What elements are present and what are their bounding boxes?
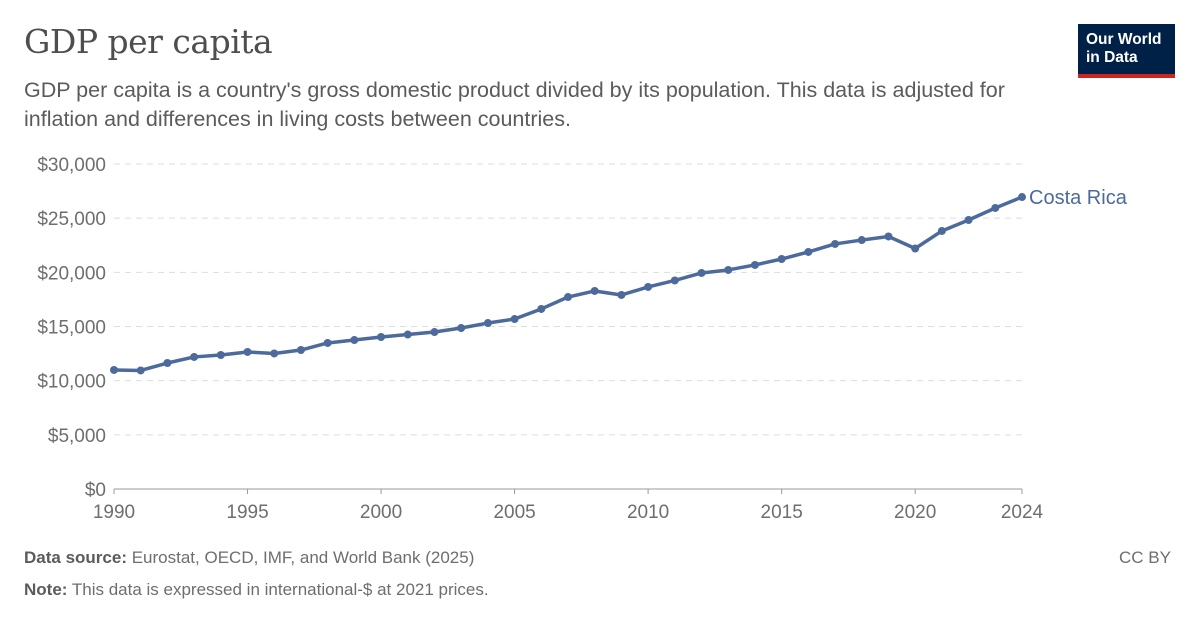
data-source: Data source: Eurostat, OECD, IMF, and Wo…	[24, 548, 474, 568]
x-tick-label: 2005	[493, 502, 535, 523]
data-point	[937, 226, 946, 235]
data-point	[777, 255, 786, 264]
data-point	[1018, 193, 1026, 202]
data-point	[323, 338, 332, 347]
data-point	[911, 244, 920, 253]
data-point	[457, 324, 466, 333]
data-point	[724, 265, 733, 274]
y-tick-label: $20,000	[37, 263, 106, 284]
note-text: This data is expressed in international-…	[71, 580, 489, 599]
data-point	[216, 350, 225, 359]
license[interactable]: CC BY	[1119, 548, 1171, 567]
y-tick-label: $25,000	[37, 209, 106, 230]
data-point	[991, 203, 1000, 212]
data-point	[670, 276, 679, 285]
chart-subtitle: GDP per capita is a country's gross dome…	[24, 78, 1005, 131]
note: Note: This data is expressed in internat…	[24, 580, 489, 600]
data-point	[270, 349, 279, 358]
data-point	[590, 286, 599, 295]
source-text[interactable]: Eurostat, OECD, IMF, and World Bank (202…	[131, 548, 475, 567]
data-point	[136, 366, 145, 375]
source-label: Data source:	[24, 548, 127, 567]
data-point	[884, 232, 893, 241]
y-tick-label: $5,000	[48, 426, 106, 447]
data-point	[537, 304, 546, 313]
logo-accent-bar	[1078, 74, 1175, 78]
data-point	[190, 352, 199, 361]
x-tick-label: 2010	[627, 502, 669, 523]
x-tick-label: 1995	[226, 502, 268, 523]
page-title: GDP per capita	[24, 22, 273, 61]
y-tick-label: $0	[85, 480, 106, 501]
data-point	[403, 330, 412, 339]
series-line-costa-rica	[113, 195, 1023, 373]
data-point	[377, 333, 386, 342]
data-point	[831, 239, 840, 248]
note-label: Note:	[24, 580, 68, 599]
data-point	[350, 336, 359, 345]
x-tick-label: 2000	[360, 502, 402, 523]
data-point	[750, 260, 759, 269]
data-point	[564, 293, 572, 302]
data-point	[163, 359, 172, 368]
y-tick-label: $10,000	[37, 372, 106, 393]
data-point	[430, 328, 439, 337]
data-point	[483, 319, 492, 328]
x-tick-label: 2015	[761, 502, 803, 523]
data-point	[964, 216, 973, 225]
data-point	[243, 347, 252, 356]
data-point	[510, 315, 519, 324]
series-label: Costa Rica	[1029, 187, 1128, 209]
data-point	[296, 346, 305, 355]
data-point	[804, 247, 813, 256]
y-tick-label: $15,000	[37, 318, 106, 339]
x-tick-label: 1990	[93, 502, 135, 523]
x-tick-label: 2024	[1001, 502, 1044, 523]
data-point	[857, 236, 866, 245]
y-tick-label: $30,000	[37, 155, 106, 176]
data-point	[697, 268, 706, 277]
data-point	[110, 365, 118, 374]
x-tick-label: 2020	[894, 502, 936, 523]
data-point	[644, 282, 653, 291]
owid-logo[interactable]: Our World in Data	[1078, 24, 1175, 78]
data-point	[617, 290, 626, 299]
